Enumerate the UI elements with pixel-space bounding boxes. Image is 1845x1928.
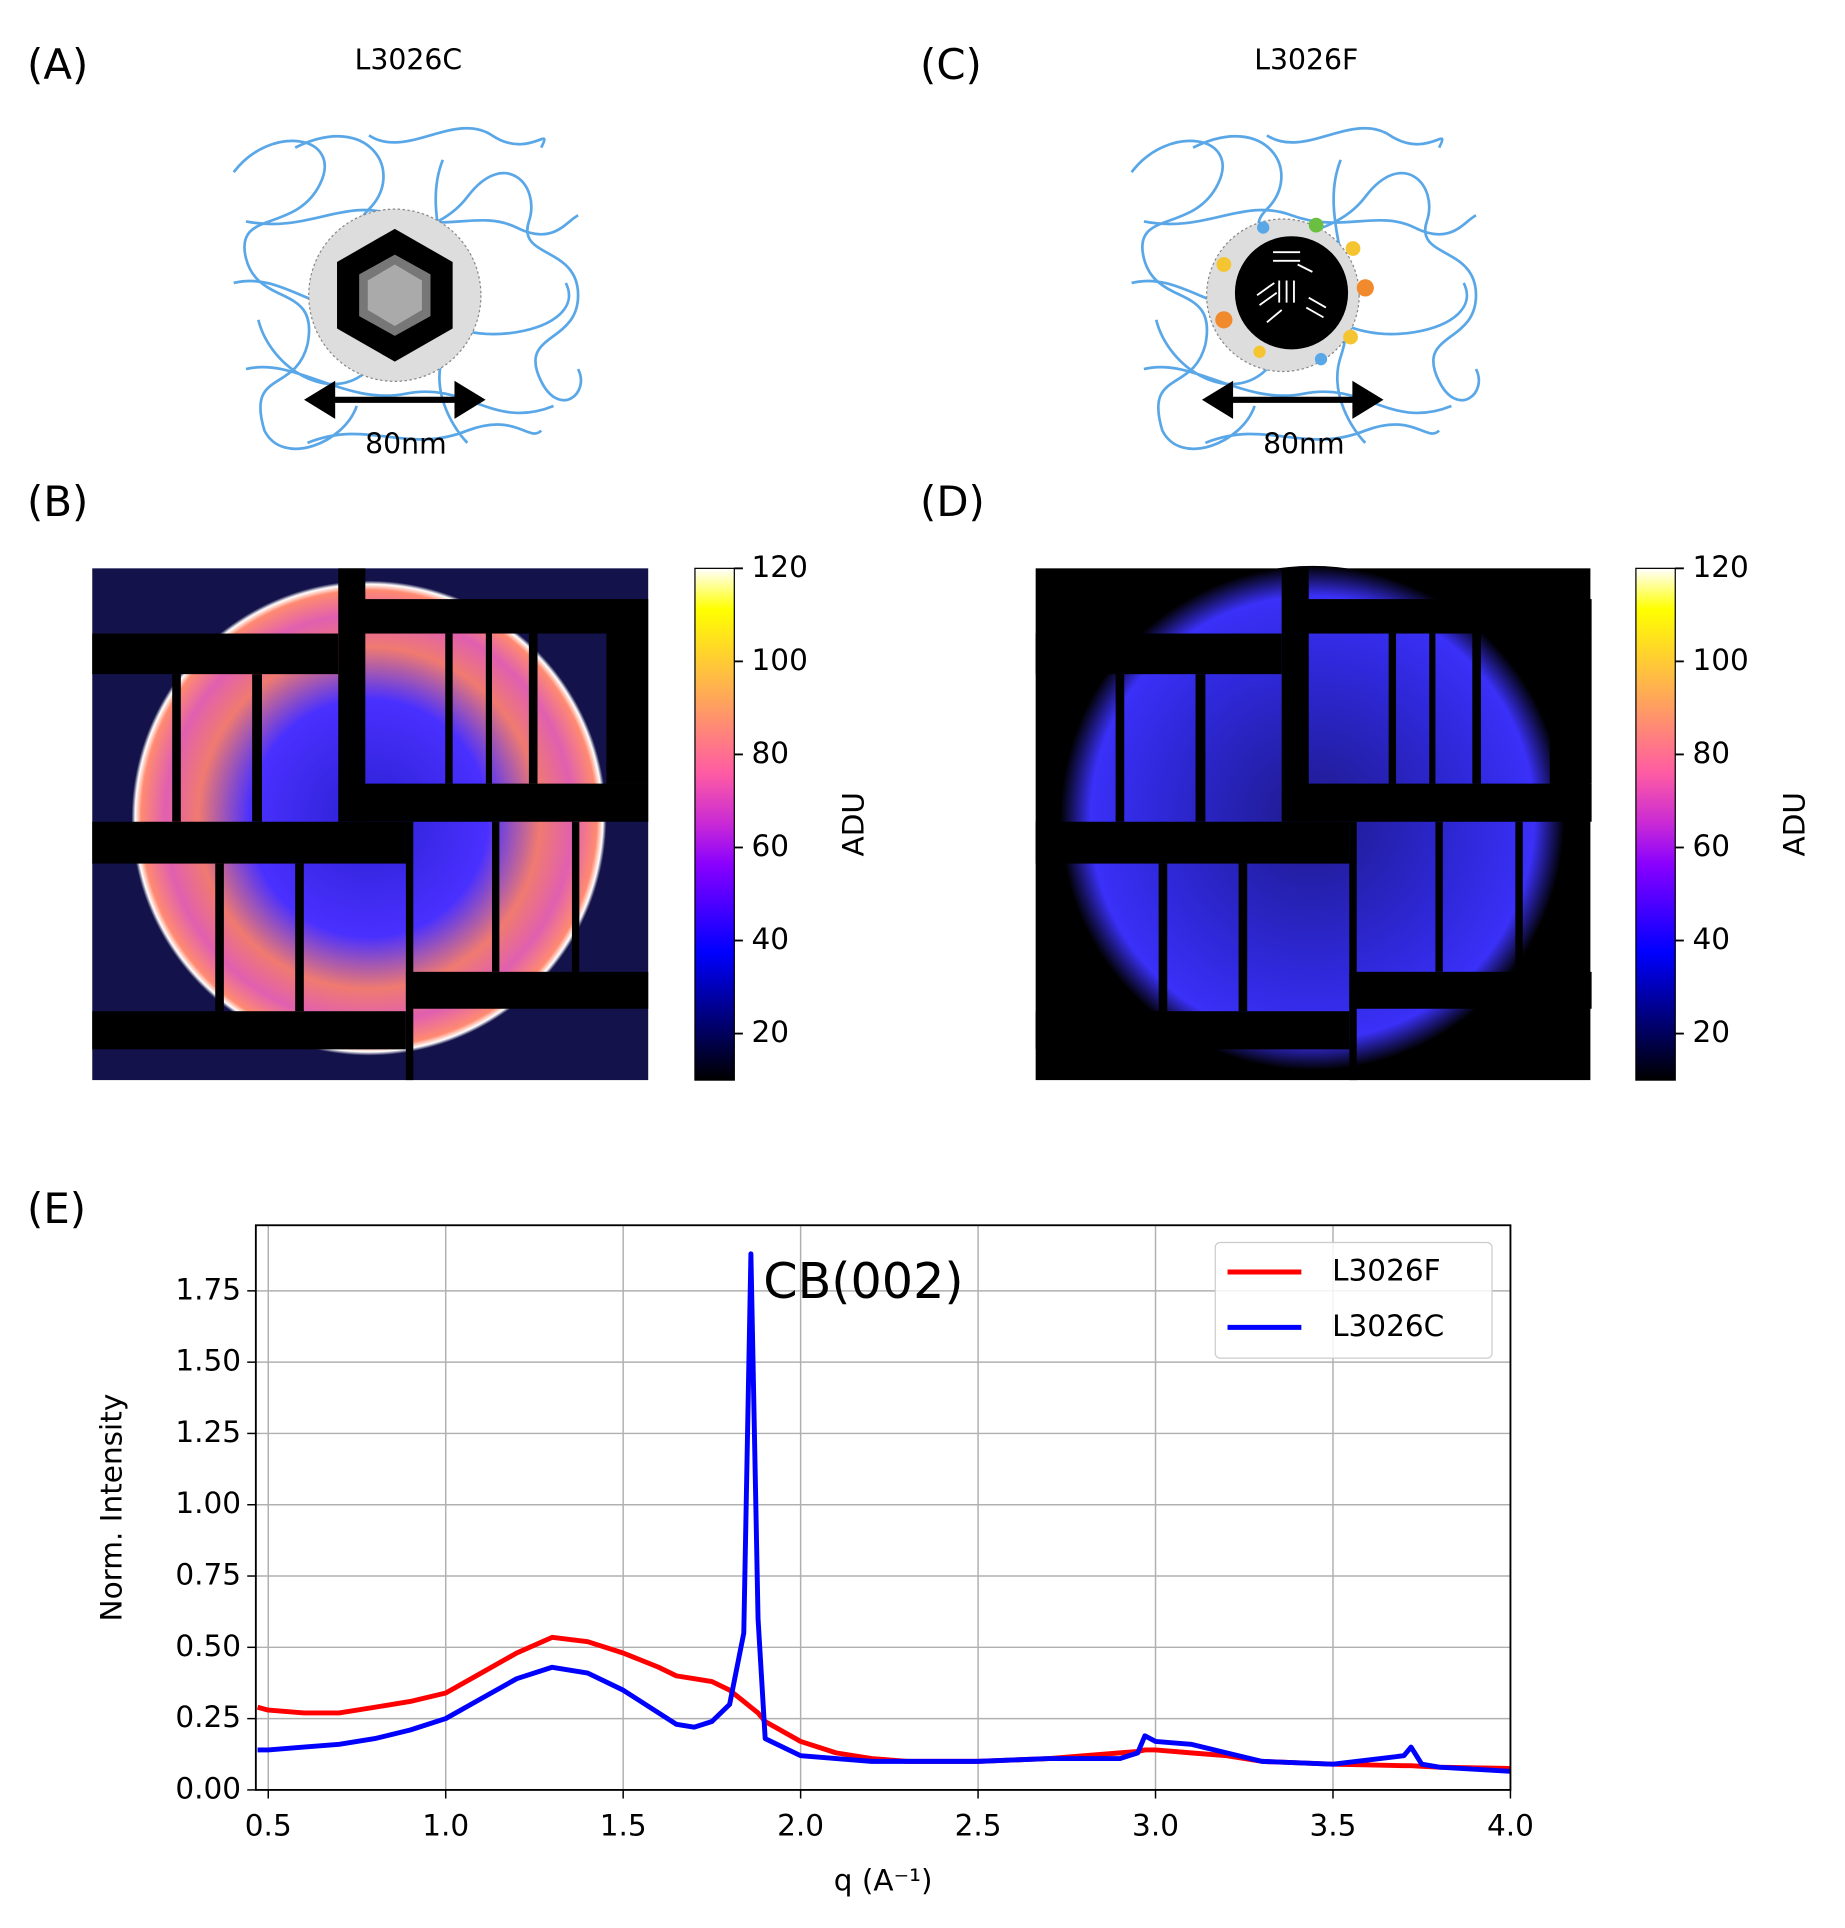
core-center	[367, 264, 422, 326]
x-tick-label: 0.5	[245, 1808, 292, 1842]
group	[1345, 241, 1361, 256]
y-tick-label: 0.50	[175, 1629, 241, 1663]
colorbar-tick-label: 60	[1692, 829, 1730, 863]
colorbar	[1635, 567, 1676, 1081]
scale-arrow	[1201, 380, 1384, 419]
group	[1215, 311, 1233, 329]
y-tick-label: 0.00	[175, 1771, 241, 1805]
axes-frame	[254, 1224, 1512, 1791]
colorbar-tick-label: 100	[1692, 643, 1748, 677]
colorbar-tick-label: 20	[752, 1015, 790, 1049]
colorbar-tick-label: 20	[1692, 1015, 1730, 1049]
panel-label: (D)	[920, 477, 985, 526]
colorbar-tick-label: 80	[752, 736, 790, 770]
scale-label: 80nm	[1263, 427, 1344, 460]
diagram-title: L3026C	[355, 44, 462, 77]
group	[1257, 221, 1270, 234]
x-tick-label: 2.0	[777, 1808, 824, 1842]
y-tick-label: 0.25	[175, 1700, 241, 1734]
x-tick-label: 2.5	[955, 1808, 1002, 1842]
colorbar-tick-label: 40	[752, 922, 790, 956]
panel-label: (C)	[920, 40, 982, 89]
series-line	[257, 1251, 1511, 1774]
group	[1216, 257, 1232, 272]
panel-label: (A)	[27, 40, 88, 89]
graphite-layers	[1256, 251, 1327, 324]
scale-arrow	[304, 380, 486, 419]
colorbar-tick-label: 120	[752, 550, 808, 584]
colorbar-label: ADU	[1777, 792, 1811, 857]
detector-b	[92, 568, 649, 1081]
x-tick-label: 3.0	[1132, 1808, 1179, 1842]
core	[1234, 236, 1349, 350]
y-tick-label: 1.25	[175, 1415, 241, 1449]
x-tick-label: 1.0	[422, 1808, 469, 1842]
y-tick-label: 1.50	[175, 1344, 241, 1378]
group	[1343, 329, 1358, 345]
colorbar-label: ADU	[836, 792, 870, 857]
y-tick-label: 1.75	[175, 1272, 241, 1306]
x-tick-label: 4.0	[1487, 1808, 1534, 1842]
legend-label: L3026C	[1332, 1309, 1444, 1343]
x-tick-label: 3.5	[1310, 1808, 1357, 1842]
diagram-c: L3026F 80nm	[1130, 44, 1481, 460]
colorbar	[694, 567, 735, 1081]
annotation: CB(002)	[763, 1252, 963, 1310]
panel-label: (E)	[27, 1184, 86, 1233]
colorbar-tick-label: 40	[1692, 922, 1730, 956]
group	[1314, 353, 1328, 366]
x-tick-label: 1.5	[600, 1808, 647, 1842]
x-axis-label: q (A⁻¹)	[834, 1864, 933, 1898]
diagram-a: L3026C 80nm	[232, 44, 583, 460]
group	[1308, 217, 1324, 233]
y-tick-label: 1.00	[175, 1486, 241, 1520]
colorbar-tick-label: 80	[1692, 736, 1730, 770]
scale-label: 80nm	[365, 427, 446, 460]
y-tick-label: 0.75	[175, 1558, 241, 1592]
colorbar-tick-label: 60	[752, 829, 790, 863]
group	[1253, 345, 1266, 358]
y-axis-label: Norm. Intensity	[95, 1394, 129, 1622]
colorbar-tick-label: 100	[752, 643, 808, 677]
diagram-title: L3026F	[1254, 44, 1358, 77]
detector-d	[1035, 565, 1592, 1081]
colorbar-tick-label: 120	[1692, 550, 1748, 584]
panel-label: (B)	[27, 477, 88, 526]
legend-label: L3026F	[1332, 1254, 1441, 1288]
group	[1356, 279, 1374, 297]
